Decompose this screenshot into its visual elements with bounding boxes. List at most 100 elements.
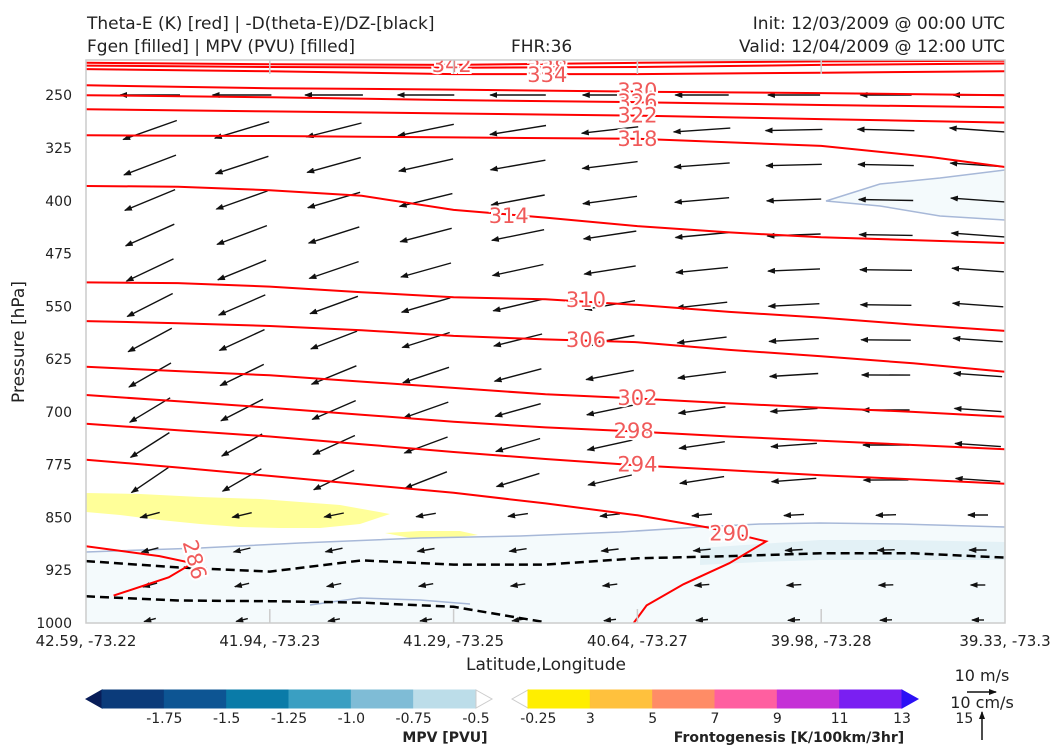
- y-tick-label: 775: [45, 458, 72, 474]
- wind-vector: [581, 160, 638, 171]
- y-tick-label: 550: [45, 299, 72, 315]
- theta-e-label: 298: [614, 419, 654, 443]
- wind-vector: [399, 227, 452, 243]
- wind-vector: [583, 265, 636, 276]
- theta-e-contour: [86, 84, 1005, 97]
- wind-vector: [951, 265, 1004, 273]
- wind-vector: [491, 263, 544, 277]
- wind-vector: [216, 259, 267, 281]
- wind-vector: [218, 328, 265, 352]
- top-axis-ticks: [269, 60, 822, 623]
- fgen-colorbar: 3 5 7 9 11 13 15: [510, 689, 973, 727]
- wind-vector: [784, 547, 803, 554]
- wind-vector: [672, 127, 731, 135]
- wind-vector: [580, 126, 639, 136]
- wind-vector: [676, 336, 727, 346]
- wind-vector: [232, 547, 251, 554]
- wind-vector: [306, 156, 361, 174]
- wind-vector: [125, 258, 174, 282]
- wind-vector: [327, 616, 341, 623]
- wind-vector: [948, 125, 1005, 133]
- colorbar-tick-label: -1.75: [146, 711, 182, 727]
- wind-vector: [492, 333, 543, 348]
- wind-vector: [397, 158, 454, 173]
- mpv-filled-region-upper: [826, 170, 1005, 220]
- wind-vector: [122, 119, 178, 141]
- y-tick-label: 475: [45, 247, 72, 263]
- x-tick-label: 39.98, -73.28: [771, 632, 872, 650]
- wind-vector: [857, 196, 914, 203]
- wind-vector: [509, 582, 526, 589]
- theta-e-label: 306: [566, 328, 606, 352]
- wind-vector: [220, 398, 264, 422]
- fgen-colorbar-label: Frontogenesis [K/100km/3hr]: [674, 730, 904, 746]
- theta-e-label: 314: [489, 204, 529, 228]
- wind-vector: [768, 372, 819, 380]
- wind-vector: [765, 197, 822, 204]
- colorbar-tick-label: 13: [893, 711, 911, 727]
- wind-vector: [767, 302, 820, 309]
- wind-vector: [492, 298, 543, 313]
- y-tick-label: 700: [45, 405, 72, 421]
- theta-e-label: 342: [432, 53, 472, 77]
- theta-e-contour: [86, 545, 196, 597]
- wind-vector: [599, 512, 620, 519]
- theta-e-contour: [86, 108, 1005, 124]
- x-tick-label: 40.64, -73.27: [587, 632, 688, 650]
- wind-vector: [397, 123, 454, 138]
- wind-vector: [309, 330, 358, 350]
- wind-vector: [858, 231, 913, 238]
- wind-vector: [311, 399, 356, 421]
- wind-vector: [770, 477, 817, 485]
- wind-vector: [582, 195, 638, 206]
- mpv-filled-region: [86, 523, 1005, 623]
- wind-vector: [586, 439, 633, 452]
- wind-vector: [677, 406, 726, 416]
- colorbar-segment: [714, 689, 778, 709]
- wind-vector: [129, 432, 170, 458]
- colorbar-tick-label: 3: [586, 711, 595, 727]
- colorbar-tick-label: -0.5: [462, 711, 489, 727]
- wind-vectors: [119, 92, 1005, 623]
- wind-vector: [324, 547, 343, 554]
- colorbar-segment: [350, 689, 415, 709]
- wind-vector: [128, 397, 171, 423]
- wind-vector: [674, 231, 729, 240]
- wind-vector: [952, 335, 1003, 343]
- wind-vector: [678, 441, 725, 451]
- mpv-contour-line-upper: [825, 169, 1005, 221]
- colorbar-segment: [84, 689, 103, 709]
- mpv-colorbar: -1.75 -1.5 -1.25 -1.0 -0.75 -0.5 -0.25: [84, 689, 556, 727]
- colorbar-segment: [226, 689, 290, 709]
- y-tick-label: 850: [45, 510, 72, 526]
- wind-vector: [415, 512, 436, 519]
- colorbar-segment: [510, 689, 529, 709]
- wind-vector: [216, 224, 268, 246]
- wind-vector: [220, 433, 263, 457]
- title-line-2: Fgen [filled] | MPV (PVU) [filled]: [87, 37, 356, 57]
- colorbar-tick-label: 5: [648, 711, 657, 727]
- wind-vector: [953, 405, 1002, 413]
- wind-vector: [949, 195, 1005, 203]
- x-axis-label: Latitude,Longitude: [466, 655, 626, 675]
- theta-e-label: 294: [617, 453, 657, 477]
- wind-vector: [140, 547, 159, 554]
- wind-vector: [673, 162, 730, 170]
- theta-e-label: 334: [527, 63, 567, 87]
- theta-e-contour: [86, 94, 1005, 109]
- theta-e-contour: [86, 62, 1005, 69]
- wind-vector: [124, 223, 175, 247]
- wind-vector: [677, 371, 727, 381]
- theta-e-label: 338: [527, 56, 567, 80]
- theta-e-contour: [86, 68, 1005, 76]
- x-tick-label: 39.33, -73.3: [959, 632, 1050, 650]
- colorbar-segment: [413, 689, 477, 709]
- wind-vector: [859, 266, 913, 273]
- colorbar-segment: [475, 689, 494, 709]
- wind-vector: [876, 547, 895, 554]
- wind-vector: [400, 297, 451, 314]
- theta-e-contour: [86, 185, 1005, 244]
- wind-reference-label: 10 m/s: [955, 666, 1010, 685]
- theta-e-contour: [86, 422, 1005, 485]
